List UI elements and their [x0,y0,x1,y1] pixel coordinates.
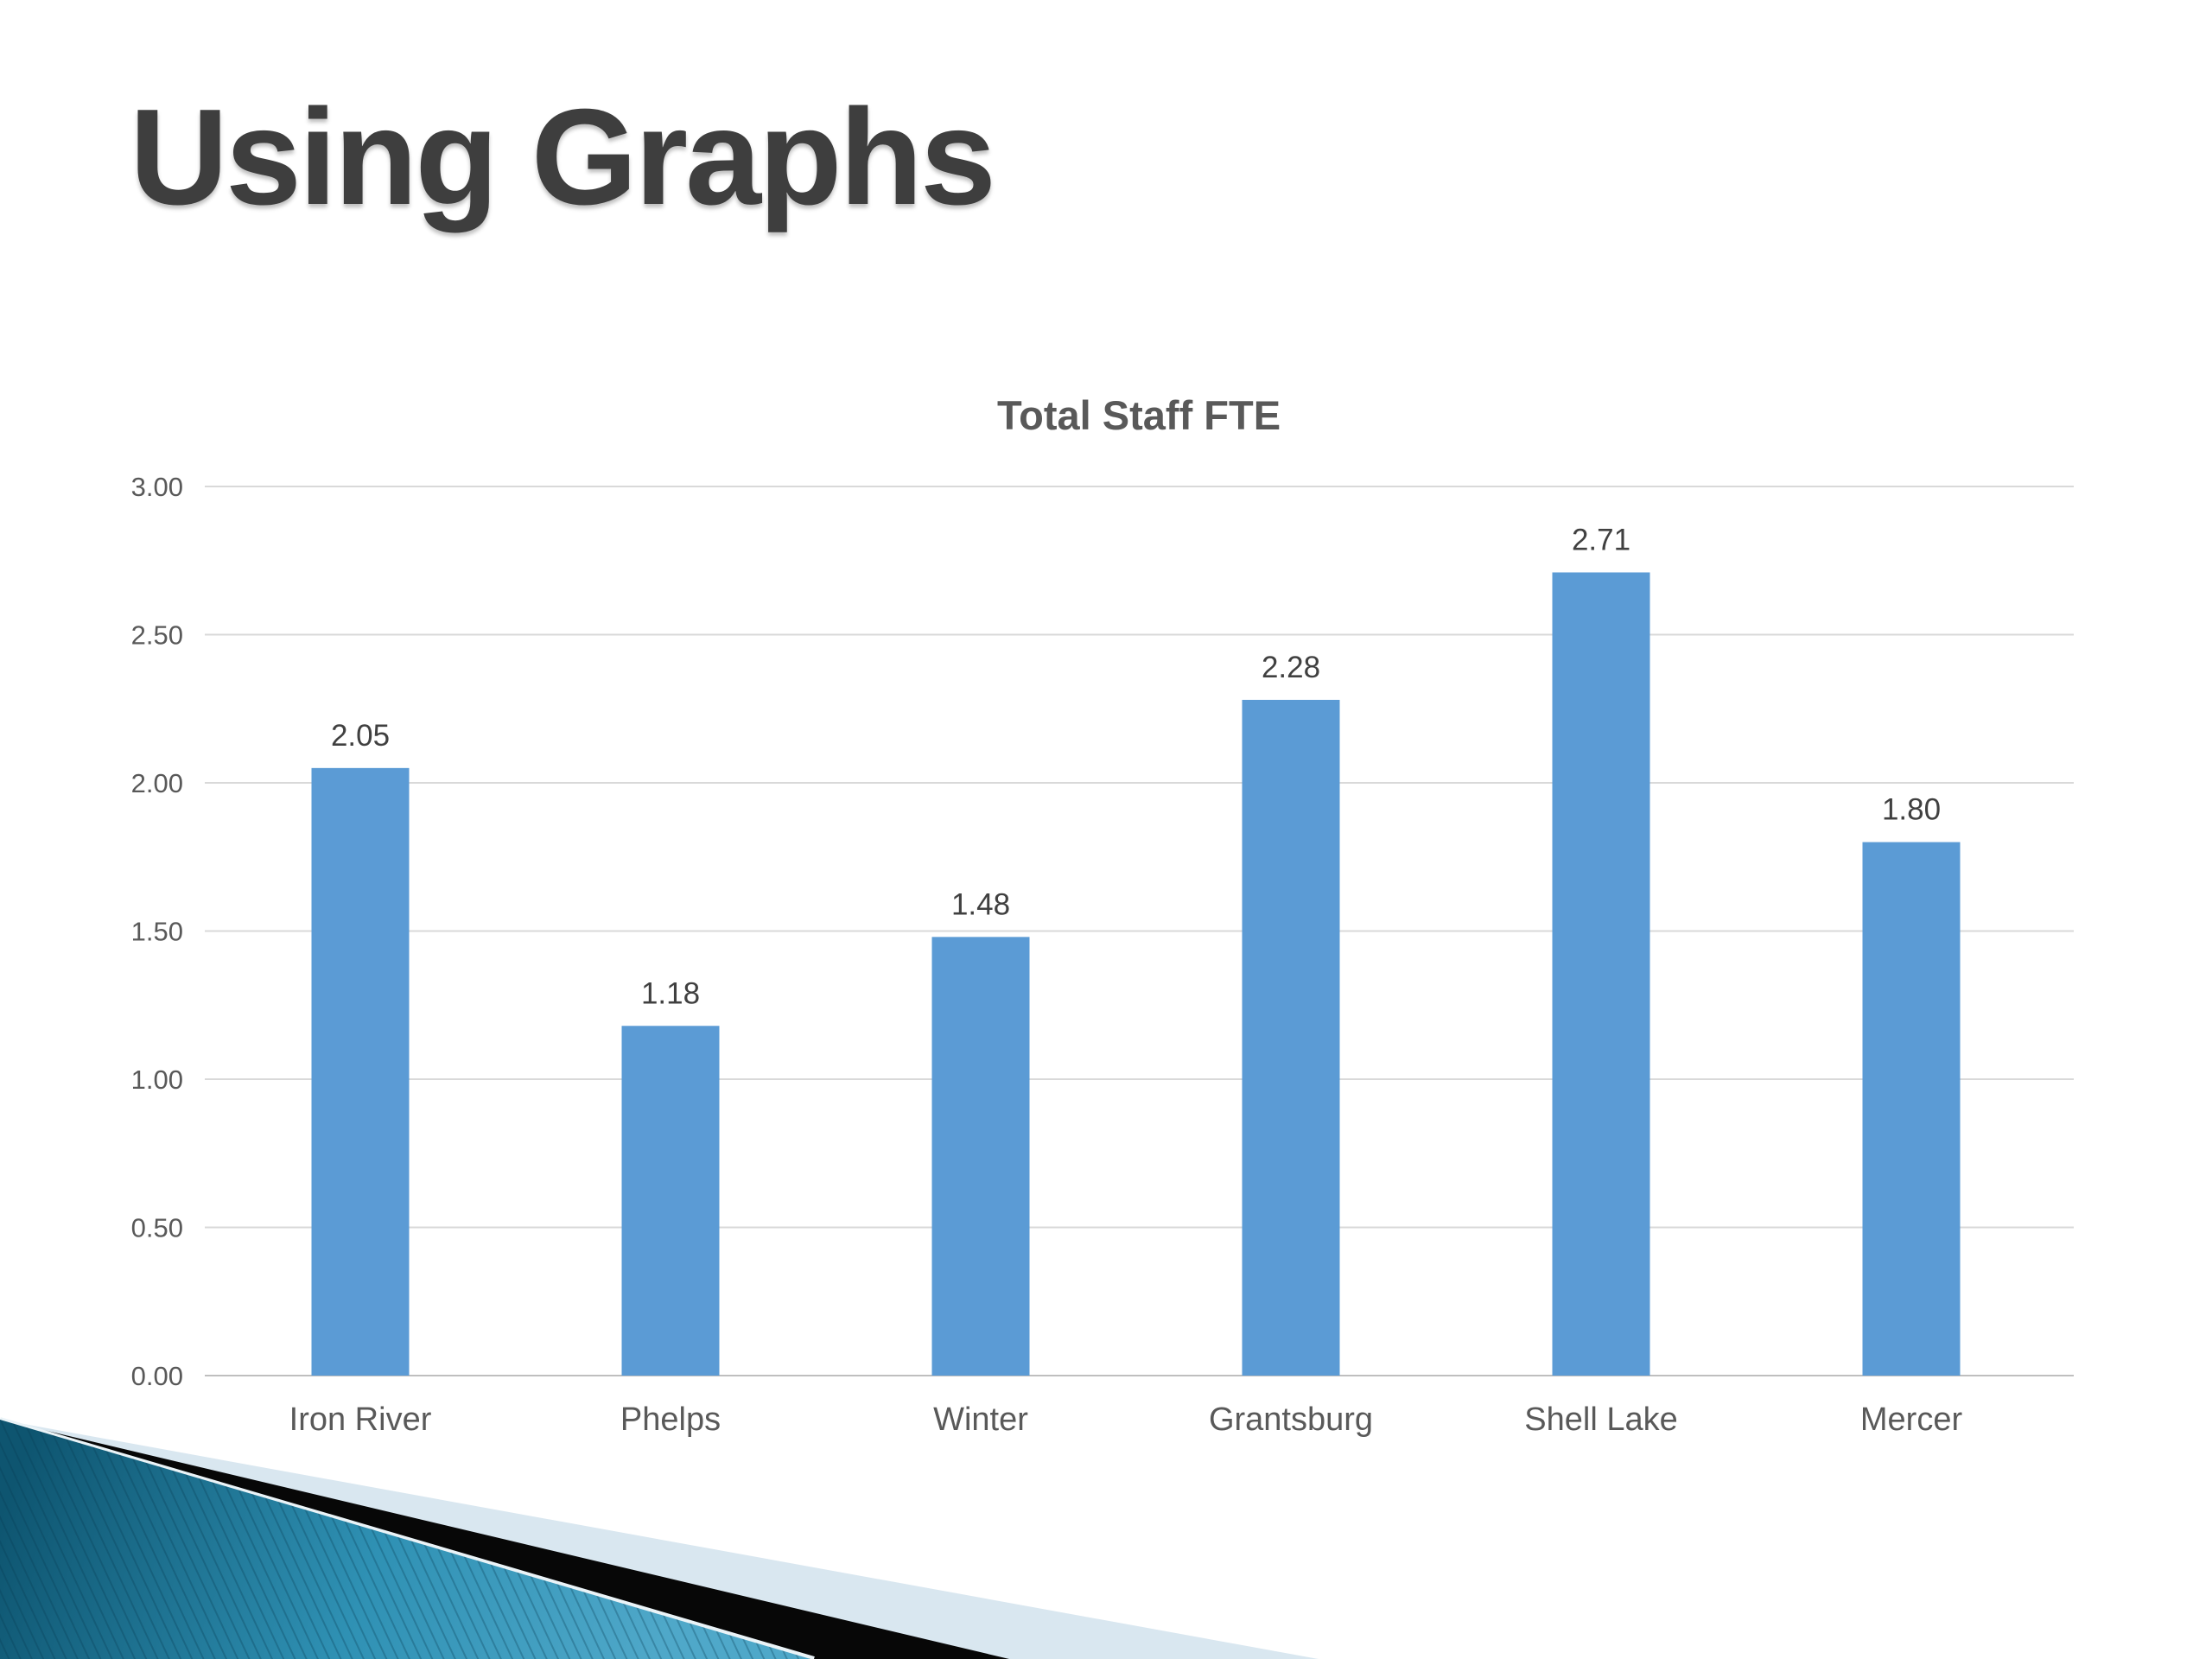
y-tick-label: 2.00 [131,768,183,798]
y-tick-label: 2.50 [131,620,183,651]
y-tick-label: 3.00 [131,472,183,502]
y-tick-label: 1.50 [131,917,183,947]
category-label: Phelps [620,1402,721,1438]
bar-value-label: 1.80 [1882,793,1941,827]
bar-shell-lake [1552,572,1650,1376]
y-tick-label: 0.50 [131,1213,183,1243]
bar-value-label: 1.48 [951,887,1010,921]
bar-winter [931,937,1030,1376]
bar-iron-river [311,767,410,1376]
category-label: Iron River [289,1402,432,1438]
bar-mercer [1862,842,1961,1376]
category-label: Shell Lake [1524,1402,1677,1438]
stripe-separator-line [0,1417,815,1659]
bar-value-label: 2.28 [1262,651,1320,684]
bar-value-label: 1.18 [641,976,700,1010]
category-label: Mercer [1860,1402,1963,1438]
category-label: Grantsburg [1209,1402,1373,1438]
slide-title: Using Graphs [130,81,996,233]
y-tick-label: 1.00 [131,1065,183,1095]
teal-pinstripe-overlay [0,1420,810,1659]
category-label: Winter [933,1402,1028,1438]
bar-value-label: 2.71 [1572,523,1630,556]
bar-grantsburg [1242,699,1340,1376]
bar-value-label: 2.05 [331,719,390,753]
y-tick-label: 0.00 [131,1361,183,1391]
chart-title: Total Staff FTE [997,392,1281,438]
bar-phelps [621,1026,720,1376]
